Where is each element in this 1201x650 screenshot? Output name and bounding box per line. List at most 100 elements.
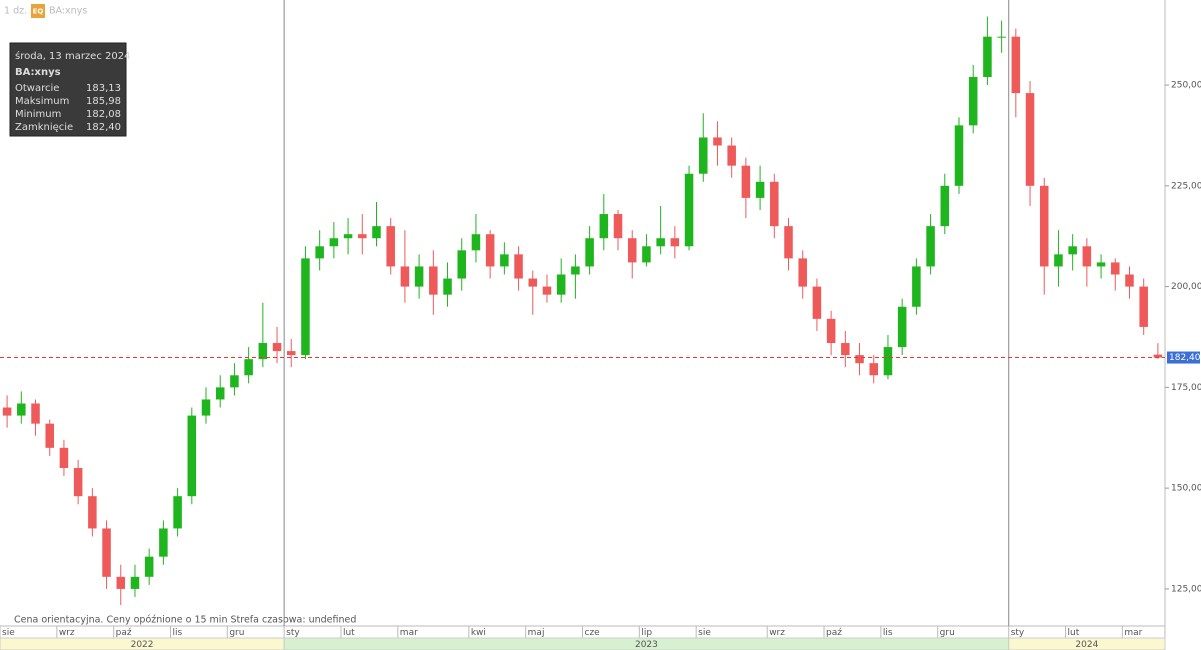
candle-body <box>542 286 552 295</box>
x-tick-label: lut <box>343 628 355 638</box>
info-date: środa, 13 marzec 2024 <box>15 50 130 62</box>
candle-body <box>1139 286 1148 327</box>
candle-body <box>343 234 353 239</box>
info-label: Minimum <box>15 109 61 120</box>
candle-body <box>755 181 765 198</box>
candle-body <box>1153 354 1163 358</box>
candle-body <box>244 359 253 376</box>
candle-body <box>315 246 324 259</box>
candle-body <box>144 556 154 577</box>
candle-body <box>1068 246 1077 255</box>
candle-body <box>741 165 751 198</box>
x-tick-label: sie <box>698 628 711 638</box>
candle-body <box>798 258 807 287</box>
candle-body <box>968 76 978 126</box>
candle-body <box>883 347 893 376</box>
candle-body <box>684 173 694 247</box>
candle-body <box>17 403 26 416</box>
candle-body <box>258 343 268 360</box>
candle-body <box>159 528 168 557</box>
candle-body <box>571 266 580 275</box>
x-tick-label: sie <box>2 628 15 638</box>
candle-body <box>429 266 438 295</box>
candle-body <box>528 278 538 287</box>
x-tick-label: paź <box>116 628 132 638</box>
candle-body <box>1025 93 1035 186</box>
x-tick-label: lis <box>883 628 893 638</box>
info-value: 182,40 <box>86 122 121 133</box>
y-tick-label: 200,00 <box>1171 282 1201 292</box>
candle-body <box>585 238 594 267</box>
footnote: Cena orientacyjna. Ceny opóźnione o 15 m… <box>14 615 356 626</box>
candle-body <box>372 226 381 239</box>
year-label: 2022 <box>131 640 154 650</box>
year-label: 2024 <box>1075 640 1098 650</box>
x-tick-label: cze <box>585 628 601 638</box>
candle-body <box>414 266 424 287</box>
candle-body <box>627 238 637 263</box>
candle-body <box>471 234 481 251</box>
last-price-label: 182,40 <box>1169 353 1201 363</box>
candle-body <box>173 496 182 529</box>
candle-body <box>926 226 935 267</box>
candle-body <box>912 266 921 307</box>
candle-body <box>1096 262 1106 267</box>
candle-body <box>613 214 623 239</box>
candle-body <box>358 234 367 239</box>
candle-body <box>869 363 879 376</box>
x-tick-label: mar <box>400 628 418 638</box>
candle-body <box>713 137 722 146</box>
candle-body <box>187 415 197 497</box>
candle-body <box>31 403 40 424</box>
eq-badge: EQ <box>33 8 44 16</box>
x-tick-label: maj <box>528 628 545 638</box>
candle-body <box>102 528 111 577</box>
x-tick-label: lut <box>1068 628 1080 638</box>
candle-body <box>215 387 225 400</box>
info-symbol: BA:xnys <box>15 67 61 78</box>
info-value: 185,98 <box>86 96 121 107</box>
candle-body <box>443 278 452 295</box>
candle-body <box>386 226 395 267</box>
candle-body <box>485 234 495 267</box>
info-box: środa, 13 marzec 2024 BA:xnys Otwarcie 18… <box>9 42 130 137</box>
eq-icon <box>31 4 45 18</box>
y-tick-label: 250,00 <box>1171 81 1201 91</box>
candle-body <box>670 238 680 247</box>
candle-body <box>954 125 964 186</box>
candle-body <box>329 238 339 247</box>
candle-body <box>1111 262 1120 275</box>
info-value: 183,13 <box>86 83 121 94</box>
candle-body <box>2 407 12 416</box>
candle-body <box>770 181 779 227</box>
candle-body <box>286 351 296 356</box>
info-panel <box>9 42 127 137</box>
candle-body <box>201 399 211 416</box>
y-tick-label: 225,00 <box>1171 181 1201 191</box>
candle-body <box>73 467 83 497</box>
last-price-box <box>1167 351 1200 364</box>
info-value: 182,08 <box>86 109 121 120</box>
candle-body <box>457 250 466 279</box>
y-tick-label: 125,00 <box>1171 584 1201 594</box>
candle-body <box>699 137 708 174</box>
candle-body <box>812 286 822 319</box>
x-tick-label: wrz <box>769 628 785 638</box>
x-tick-label: lip <box>641 628 652 638</box>
candle-body <box>59 447 69 468</box>
candle-body <box>727 145 736 166</box>
candle-body <box>1054 254 1063 267</box>
candle-body <box>1039 185 1049 267</box>
candle-body <box>599 214 609 239</box>
candle-body <box>656 238 665 247</box>
candle-body <box>116 576 126 589</box>
header: 1 dz. EQ BA:xnys <box>4 4 87 18</box>
candle-body <box>88 496 97 529</box>
candle-body <box>272 343 282 352</box>
interval: 1 dz. <box>4 6 27 17</box>
candle-body <box>841 343 850 356</box>
x-tick-label: gru <box>229 628 244 638</box>
x-tick-label: lis <box>172 628 182 638</box>
candle-body <box>514 254 523 279</box>
